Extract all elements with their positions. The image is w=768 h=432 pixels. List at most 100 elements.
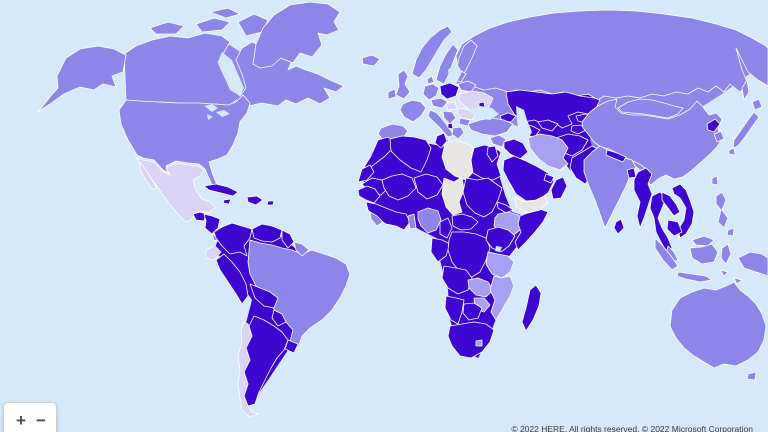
country-hungary[interactable] — [445, 101, 458, 111]
country-italy[interactable] — [427, 109, 455, 138]
country-suriname-guiana[interactable] — [293, 241, 310, 257]
country-mexico-baja[interactable] — [139, 161, 158, 190]
country-myanmar[interactable] — [633, 167, 653, 229]
country-usa[interactable] — [118, 94, 251, 188]
country-uganda-kenya[interactable] — [485, 226, 516, 253]
country-philippines[interactable] — [715, 191, 729, 229]
country-albania[interactable] — [447, 122, 454, 130]
country-uk[interactable] — [395, 69, 411, 100]
country-japan-kyushu[interactable] — [728, 147, 736, 156]
country-cameroon[interactable] — [439, 217, 453, 239]
country-central-african-republic[interactable] — [451, 213, 479, 231]
country-ecuador[interactable] — [205, 245, 222, 261]
country-belarus[interactable] — [457, 80, 477, 93]
country-venezuela[interactable] — [251, 223, 283, 243]
country-peru[interactable] — [215, 253, 249, 305]
country-senegal-guinea[interactable] — [357, 185, 381, 204]
country-zambia[interactable] — [467, 277, 494, 298]
country-japan[interactable] — [732, 111, 760, 149]
country-puerto-rico[interactable] — [266, 200, 275, 206]
country-tajikistan[interactable] — [570, 124, 587, 135]
country-liberia[interactable] — [369, 211, 384, 227]
country-niger[interactable] — [413, 173, 444, 200]
country-sweden[interactable] — [435, 43, 459, 85]
country-hispaniola[interactable] — [246, 195, 264, 206]
country-algeria[interactable] — [389, 135, 432, 173]
country-australia-tasmania[interactable] — [746, 371, 757, 381]
country-sri-lanka[interactable] — [613, 218, 625, 235]
country-eritrea[interactable] — [496, 201, 514, 214]
country-tunisia[interactable] — [434, 132, 448, 149]
country-canada-island[interactable] — [195, 17, 231, 33]
country-benin-togo[interactable] — [407, 213, 417, 230]
country-paraguay[interactable] — [271, 309, 287, 327]
country-north-korea[interactable] — [706, 118, 721, 133]
country-greenland[interactable] — [252, 1, 341, 69]
country-saudi-arabia[interactable] — [502, 155, 555, 202]
country-drc[interactable] — [447, 231, 491, 279]
country-japan-hokkaido[interactable] — [751, 98, 763, 111]
country-south-africa[interactable] — [447, 321, 495, 359]
country-indonesia-sumatra[interactable] — [654, 237, 679, 271]
country-france[interactable] — [399, 99, 427, 123]
country-usa-alaska[interactable] — [37, 45, 127, 113]
zoom-out-button[interactable]: − — [31, 404, 51, 432]
country-taiwan[interactable] — [711, 175, 719, 186]
country-namibia[interactable] — [444, 295, 465, 325]
country-germany[interactable] — [422, 83, 440, 101]
country-vietnam[interactable] — [671, 183, 695, 239]
country-botswana[interactable] — [462, 302, 483, 321]
country-western-sahara[interactable] — [357, 164, 375, 183]
country-libya[interactable] — [441, 139, 474, 181]
country-iraq[interactable] — [503, 138, 529, 160]
country-israel-jordan[interactable] — [486, 145, 499, 163]
country-chile[interactable] — [237, 321, 259, 418]
country-balkans[interactable] — [442, 110, 457, 125]
country-czech-austria[interactable] — [430, 97, 449, 109]
country-russia[interactable] — [451, 9, 768, 101]
country-laos[interactable] — [661, 191, 681, 217]
country-indonesia-timor[interactable] — [733, 277, 743, 285]
country-cuba[interactable] — [203, 183, 239, 197]
country-iceland[interactable] — [361, 54, 381, 67]
country-mexico[interactable] — [136, 157, 216, 223]
country-russia-sakhalin[interactable] — [741, 79, 750, 101]
country-colombia[interactable] — [213, 222, 253, 257]
country-new-guinea[interactable] — [737, 251, 768, 277]
country-madagascar[interactable] — [521, 284, 542, 332]
country-guyana[interactable] — [281, 229, 295, 249]
country-uzbekistan[interactable] — [537, 119, 559, 132]
country-mongolia[interactable] — [617, 98, 684, 119]
zoom-in-button[interactable]: + — [11, 404, 31, 432]
country-tanzania[interactable] — [485, 251, 515, 279]
country-norway[interactable] — [411, 25, 453, 79]
country-gabon-congo[interactable] — [430, 237, 451, 263]
country-ireland[interactable] — [387, 88, 397, 100]
country-denmark[interactable] — [426, 75, 435, 85]
country-philippines-mindanao[interactable] — [726, 227, 735, 237]
country-sudan[interactable] — [462, 177, 503, 218]
country-nepal[interactable] — [605, 149, 627, 163]
country-canada-island[interactable] — [149, 21, 185, 35]
country-bangladesh[interactable] — [626, 167, 637, 179]
country-lesotho[interactable] — [475, 339, 483, 347]
country-chad[interactable] — [441, 176, 465, 216]
country-uae-qatar[interactable] — [543, 173, 555, 184]
country-angola[interactable] — [441, 265, 473, 295]
country-mali[interactable] — [381, 173, 417, 201]
country-cambodia[interactable] — [666, 219, 683, 237]
country-canada-island[interactable] — [209, 7, 241, 19]
country-greece[interactable] — [451, 126, 465, 140]
country-bolivia[interactable] — [249, 283, 279, 309]
country-nigeria[interactable] — [417, 207, 442, 234]
country-iran[interactable] — [527, 133, 569, 171]
country-poland[interactable] — [439, 82, 460, 100]
country-malaysia-borneo[interactable] — [691, 235, 715, 247]
country-bulgaria[interactable] — [458, 117, 471, 127]
country-australia[interactable] — [669, 281, 767, 369]
country-oman[interactable] — [550, 176, 568, 200]
country-jamaica[interactable] — [222, 198, 232, 205]
country-south-korea[interactable] — [713, 130, 725, 143]
